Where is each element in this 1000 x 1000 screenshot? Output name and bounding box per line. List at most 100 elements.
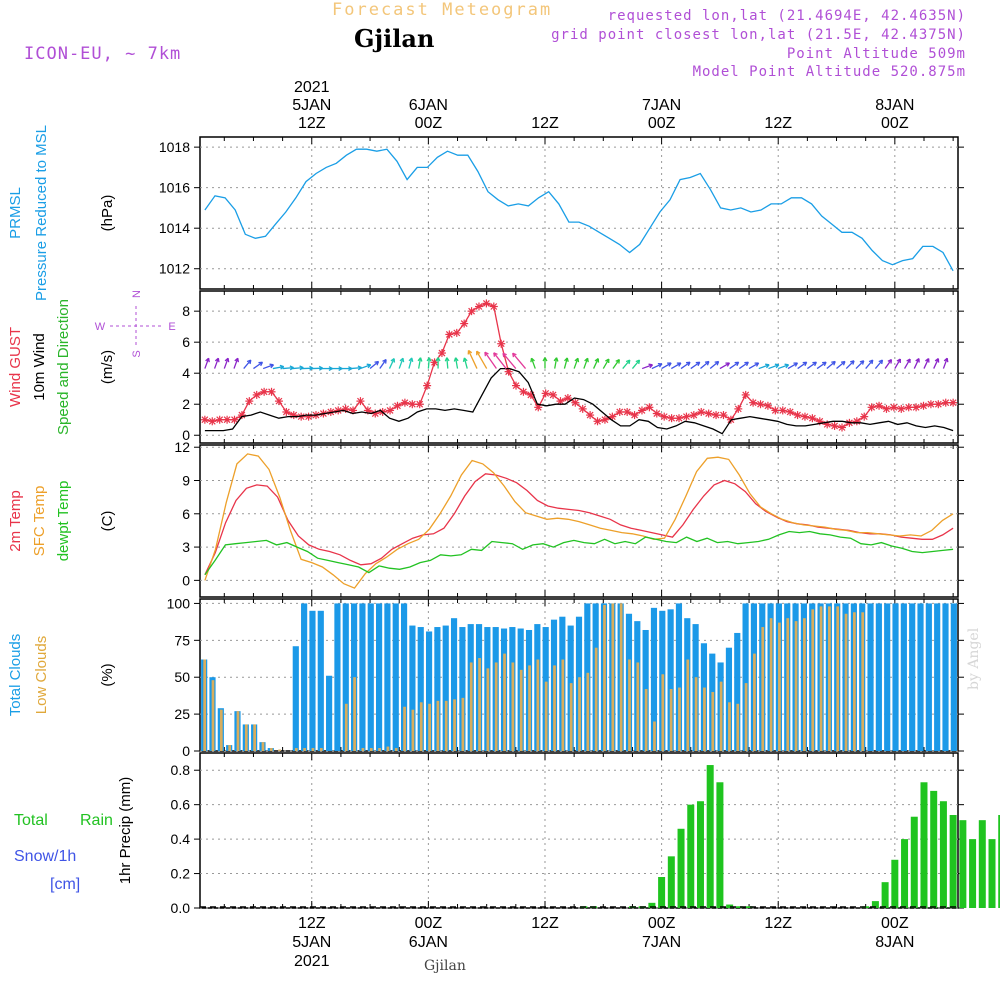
gust-marker-d2 — [623, 408, 631, 416]
gust-marker — [689, 411, 698, 420]
low-cloud-bar — [853, 612, 856, 751]
low-cloud-bar — [486, 668, 490, 751]
low-cloud-bar — [703, 687, 706, 751]
gust-marker — [563, 394, 572, 403]
wind-direction-arrow — [806, 361, 817, 370]
wind-arrow-shaft — [884, 359, 892, 369]
gust-marker-d2 — [683, 413, 690, 421]
wind-direction-arrow — [444, 357, 450, 369]
gust-marker-d2 — [742, 391, 750, 399]
wind-arrow-shaft — [855, 360, 865, 370]
top-time-label: 00Z — [881, 115, 909, 132]
rain-bar — [726, 904, 734, 908]
gust-marker — [608, 412, 617, 421]
wind-direction-arrow — [493, 352, 507, 369]
wind-arrow-head — [280, 366, 285, 370]
wind-direction-arrow — [262, 363, 274, 370]
gust-marker-d2 — [653, 410, 661, 417]
wind-arrow-head — [249, 359, 252, 365]
total-cloud-bar — [450, 618, 458, 751]
wind-arrow-shaft — [262, 364, 274, 370]
wind-arrow-shaft — [369, 360, 379, 370]
gust-marker-d2 — [482, 299, 490, 307]
gust-marker — [237, 411, 246, 420]
gust-marker-d2 — [549, 391, 557, 399]
wind-arrow-head — [555, 357, 559, 362]
wind-arrow-shaft — [592, 358, 599, 369]
wind-arrow-head — [376, 361, 380, 366]
wind-direction-arrow — [467, 349, 478, 369]
gust-marker — [800, 412, 809, 421]
gust-marker-d2 — [475, 303, 483, 310]
low-cloud-bar — [753, 653, 756, 751]
gust-marker — [749, 398, 758, 407]
wind-direction-arrow — [484, 351, 497, 369]
gust-marker — [778, 406, 787, 415]
gust-marker — [949, 398, 958, 407]
low-cloud-bar — [219, 709, 223, 751]
wind-direction-arrow — [942, 357, 949, 369]
wind-ytick-label: 2 — [182, 396, 190, 412]
wind-direction-arrow — [816, 361, 827, 370]
total-cloud-bar — [459, 627, 466, 751]
wind-ytick-label: 8 — [182, 303, 190, 319]
gust-marker — [926, 400, 935, 409]
wind-direction-arrow — [321, 366, 333, 372]
low-cloud-bar — [511, 662, 515, 751]
wind-arrow-head — [428, 357, 432, 362]
top-time-label: 00Z — [415, 115, 443, 132]
gust-marker-d2 — [868, 403, 876, 411]
precip-snow-label: Snow/1h — [14, 848, 76, 865]
wind-direction-arrow — [874, 359, 884, 369]
wind-direction-arrow — [855, 360, 865, 370]
wind-direction-arrow — [612, 358, 620, 369]
wind-direction-arrow — [542, 357, 548, 369]
wind-arrow-head — [502, 352, 507, 356]
low-cloud-bar — [228, 745, 232, 751]
temperature-ytick-label: 9 — [182, 473, 190, 489]
gust-marker — [941, 398, 950, 407]
gust-marker-d2 — [453, 329, 461, 337]
precip-panel-frame — [199, 752, 959, 909]
precip-unit-label: [cm] — [50, 876, 80, 893]
wind-arrow-head — [217, 358, 220, 363]
wind-direction-arrow — [453, 357, 459, 369]
wind-arrow-head — [446, 357, 450, 362]
wind-arrow-shaft — [467, 350, 478, 369]
gust-marker-d2 — [253, 391, 261, 399]
wind-direction-arrow — [777, 363, 790, 370]
low-cloud-bar — [269, 748, 273, 751]
wind-direction-arrow — [417, 357, 423, 369]
wind-direction-arrow — [622, 359, 631, 369]
top-time-label: 6JAN — [409, 97, 448, 114]
gust-marker-d2 — [875, 402, 883, 410]
wind-arrow-head — [697, 361, 701, 367]
gust-marker-d2 — [890, 403, 898, 411]
rain-bar — [998, 815, 1000, 908]
total-cloud-bar — [892, 603, 899, 751]
gust-marker — [756, 400, 765, 409]
total-cloud-bar — [292, 646, 299, 751]
rain-bar — [745, 906, 753, 908]
wind-arrow-shaft — [874, 359, 883, 369]
compass-east: E — [168, 321, 175, 333]
gust-marker-d2 — [757, 400, 764, 408]
wind-direction-arrow — [826, 360, 836, 370]
wind-arrow-shaft — [748, 362, 759, 370]
wind-direction-arrow — [748, 362, 760, 370]
wind-arrow-shaft — [476, 350, 488, 369]
gust-marker-d2 — [920, 402, 927, 410]
wind-direction-arrow — [388, 358, 396, 369]
gust-marker-d2 — [690, 411, 698, 419]
wind-arrow-shaft — [738, 361, 749, 370]
gust-marker-d2 — [594, 417, 601, 425]
total-cloud-bar — [675, 603, 683, 751]
total-cloud-bar — [342, 603, 349, 751]
gust-marker-d2 — [638, 407, 646, 414]
rain-bar — [978, 820, 986, 908]
gust-marker-d2 — [675, 414, 683, 422]
gust-marker-d2 — [208, 417, 216, 425]
low-cloud-bar — [494, 662, 498, 751]
gust-marker — [675, 414, 684, 423]
gust-marker-d2 — [490, 303, 498, 310]
